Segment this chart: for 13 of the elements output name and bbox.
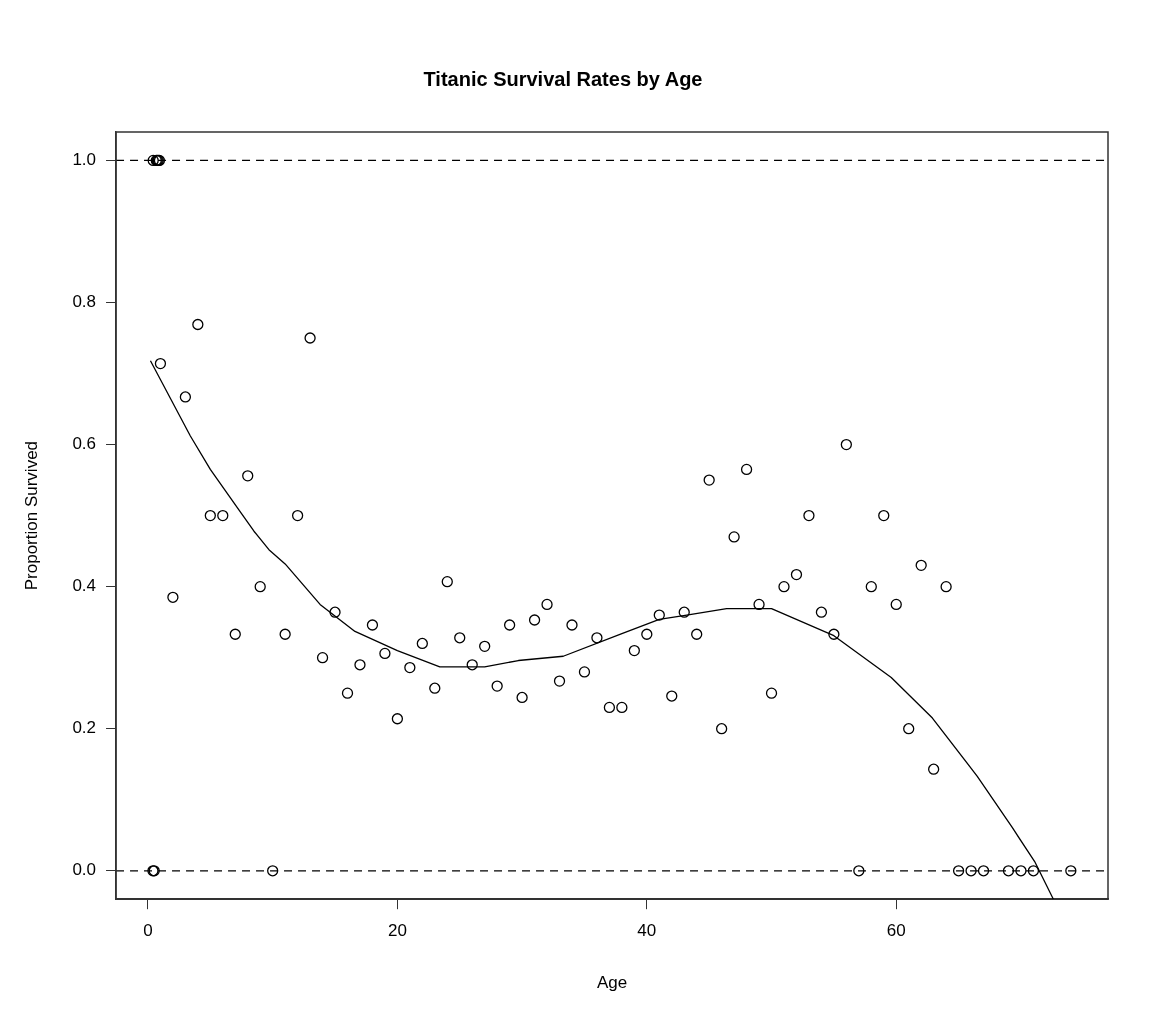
x-tick-label: 20 <box>387 921 407 941</box>
y-tick-label: 0.2 <box>72 718 97 738</box>
y-tick-label: 0.4 <box>72 576 97 596</box>
chart-title: Titanic Survival Rates by Age <box>423 67 703 90</box>
x-axis-title: Age <box>596 973 628 993</box>
y-tick-label: 0.8 <box>72 292 97 312</box>
y-tick-label: 0.6 <box>72 434 97 454</box>
y-axis-title: Proportion Survived <box>21 440 41 591</box>
y-tick-label: 0.0 <box>72 860 97 880</box>
x-tick-label: 60 <box>886 921 906 941</box>
y-tick-label: 1.0 <box>72 150 97 170</box>
x-tick-label: 0 <box>143 921 153 941</box>
x-tick-label: 40 <box>637 921 657 941</box>
